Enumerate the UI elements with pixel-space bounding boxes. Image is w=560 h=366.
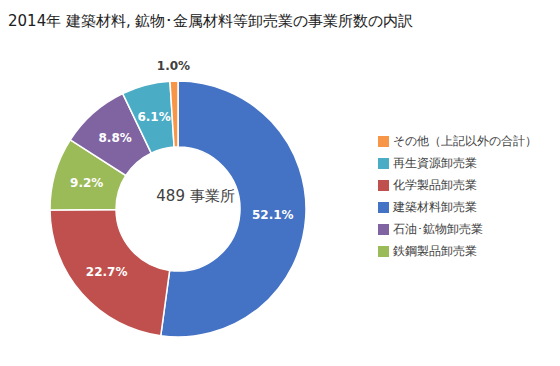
html-text:再生資源卸売業: 再生資源卸売業 [393, 156, 477, 170]
html-text:化学製品卸売業: 化学製品卸売業 [393, 178, 477, 192]
svg-text:489 事業所: 489 事業所 [156, 187, 234, 205]
svg-text:6.1%: 6.1% [137, 110, 170, 124]
svg-text:9.2%: 9.2% [70, 176, 103, 190]
html-text:2014年 建築材料, 鉱物･金属材料等卸売業の事業所数の内: 2014年 建築材料, 鉱物･金属材料等卸売業の事業所数の内訳 [8, 12, 414, 30]
html-text:建築材料卸売業: 建築材料卸売業 [393, 200, 477, 214]
html-text:その他（上記以外の合計）: その他（上記以外の合計） [393, 134, 537, 148]
svg-text:8.8%: 8.8% [98, 131, 131, 145]
svg-text:1.0%: 1.0% [157, 59, 190, 73]
html-text:鉄鋼製品卸売業: 鉄鋼製品卸売業 [393, 244, 477, 258]
html-text:石油･鉱物卸売業: 石油･鉱物卸売業 [393, 222, 483, 236]
svg-text:22.7%: 22.7% [86, 265, 128, 279]
svg-text:52.1%: 52.1% [252, 208, 294, 222]
